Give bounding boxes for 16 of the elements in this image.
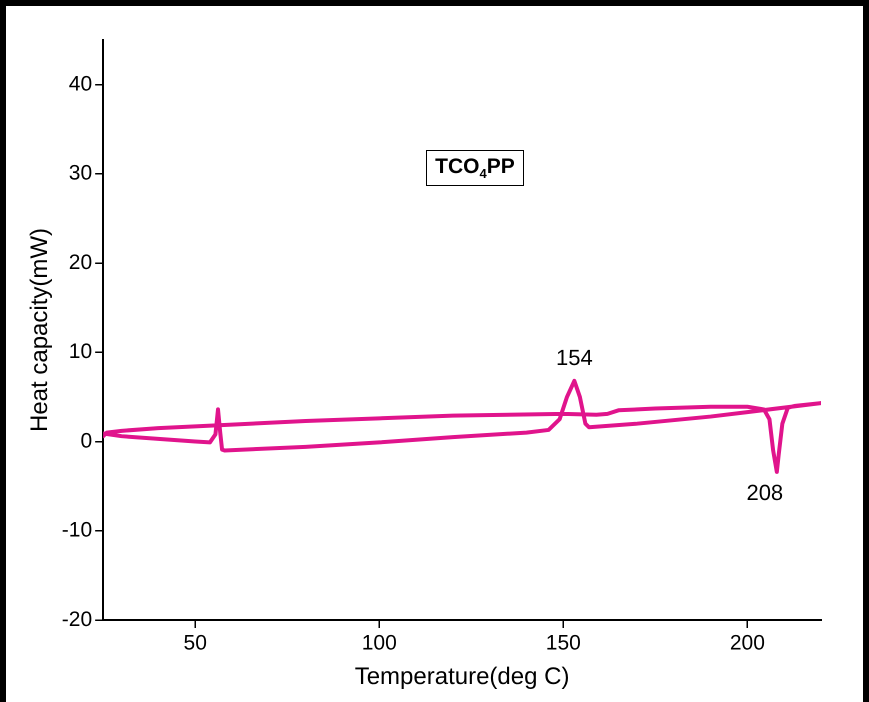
x-tick-label: 200 <box>730 631 765 654</box>
y-tick-label: 0 <box>80 429 92 452</box>
y-tick-label: 30 <box>68 162 92 185</box>
y-tick-label: -20 <box>62 608 92 631</box>
y-tick-label: -10 <box>62 518 92 542</box>
annotation: 208 <box>746 480 784 505</box>
x-axis-title: Temperature(deg C) <box>354 663 570 690</box>
annotation: 154 <box>556 344 593 370</box>
y-tick-label: 10 <box>68 340 92 364</box>
annotation: TCO$_{4}$PP <box>426 150 524 186</box>
y-axis-title: Heat capacity(mW) <box>26 228 54 432</box>
x-tick-label: 150 <box>546 631 581 654</box>
x-tick-label: 50 <box>184 631 207 654</box>
y-tick-label: 20 <box>68 250 92 274</box>
y-tick-label: 40 <box>68 72 92 96</box>
x-tick-label: 100 <box>362 631 397 654</box>
